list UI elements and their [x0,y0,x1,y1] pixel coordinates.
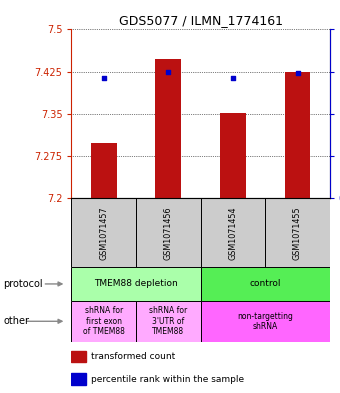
Bar [201,301,330,342]
Text: shRNA for
first exon
of TMEM88: shRNA for first exon of TMEM88 [83,307,125,336]
Text: protocol: protocol [3,279,43,289]
Point [166,68,171,75]
Text: shRNA for
3'UTR of
TMEM88: shRNA for 3'UTR of TMEM88 [149,307,187,336]
Bar [220,113,246,198]
Bar [71,198,136,267]
Point [230,75,236,82]
Text: control: control [250,279,281,288]
Bar [201,198,265,267]
Point [101,75,106,82]
Bar [136,301,201,342]
Bar [155,59,181,198]
Bar [71,351,86,362]
Bar [71,267,201,301]
Bar [91,143,117,198]
Bar [71,373,86,384]
Text: GSM1071456: GSM1071456 [164,206,173,260]
Bar [136,198,201,267]
Text: GSM1071454: GSM1071454 [228,206,237,260]
Text: other: other [3,316,29,326]
Text: GSM1071455: GSM1071455 [293,206,302,260]
Text: GSM1071457: GSM1071457 [99,206,108,260]
Point [295,70,300,77]
Text: percentile rank within the sample: percentile rank within the sample [91,375,244,384]
Title: GDS5077 / ILMN_1774161: GDS5077 / ILMN_1774161 [119,14,283,27]
Text: non-targetting
shRNA: non-targetting shRNA [237,312,293,331]
Bar [285,72,310,198]
Bar [265,198,330,267]
Text: transformed count: transformed count [91,352,175,361]
Bar [71,301,136,342]
Text: TMEM88 depletion: TMEM88 depletion [94,279,178,288]
Bar [201,267,330,301]
